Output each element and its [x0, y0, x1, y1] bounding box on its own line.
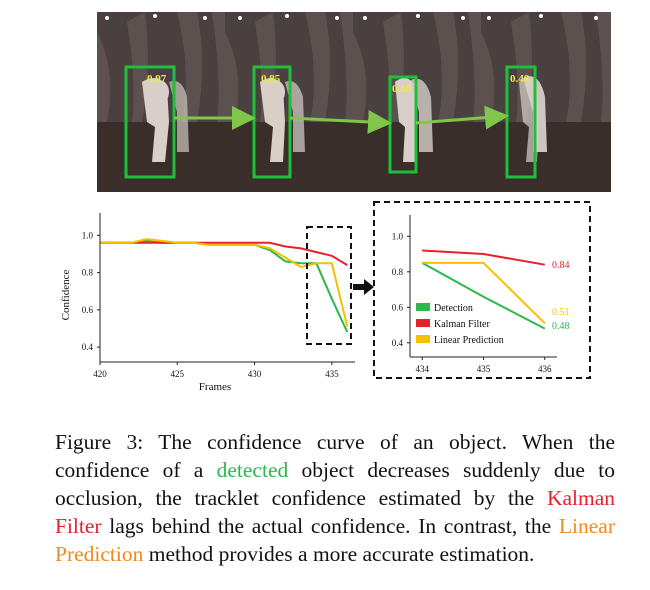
legend-label-kalman: Kalman Filter	[434, 319, 490, 330]
main-y-tick-label: 1.0	[82, 230, 94, 240]
inset-x-tick-label: 434	[416, 364, 430, 374]
caption-part-2: object decreases suddenly due to occlusi…	[55, 458, 615, 510]
end-label-linear: 0.51	[552, 307, 570, 318]
caption-part-3: lags behind the actual confidence. In co…	[101, 514, 559, 538]
frame-score-2: 0.85	[261, 73, 281, 85]
inset-y-tick-label: 0.4	[392, 338, 404, 348]
frame-score-1: 0.97	[147, 73, 167, 85]
caption-part-4: method provides a more accurate estimati…	[143, 542, 535, 566]
inset-y-tick-label: 0.8	[392, 267, 404, 277]
main-y-tick-label: 0.8	[82, 268, 94, 278]
frame-score-3: 0.68	[392, 83, 412, 95]
inset-series-kalman-filter	[422, 249, 545, 266]
main-series-detection	[100, 239, 349, 333]
video-frame-2	[225, 12, 355, 192]
track-arrow-2	[289, 109, 392, 134]
inset-border	[373, 201, 591, 379]
main-x-tick-label: 435	[325, 369, 339, 379]
caption-linear: Linear Prediction	[55, 514, 615, 566]
caption-part-1: Figure 3: The confidence curve of an obj…	[55, 430, 615, 482]
main-x-label: Frames	[199, 381, 231, 393]
main-y-label: Confidence	[60, 270, 72, 321]
inset-x-tick-label: 436	[538, 364, 552, 374]
main-series-kalman-filter	[100, 241, 348, 266]
caption-detected: detected	[216, 458, 289, 482]
legend-swatch-detection	[416, 303, 430, 311]
main-x-tick-label: 420	[93, 369, 107, 379]
end-label-kalman: 0.84	[552, 260, 570, 271]
inset-y-tick-label: 0.6	[392, 302, 404, 312]
legend-label-detection: Detection	[434, 303, 473, 314]
video-frame-3	[353, 12, 483, 192]
inset-legend: Detection Kalman Filter Linear Predictio…	[416, 303, 504, 346]
caption-kalman: Kalman Filter	[55, 486, 615, 538]
zoom-region-box	[306, 226, 352, 345]
main-x-tick-label: 425	[171, 369, 185, 379]
video-frame-4	[481, 12, 611, 192]
frame-score-4: 0.48	[510, 73, 530, 85]
track-connectors: 0.97 0.85 0.68 0.48	[147, 73, 530, 134]
figure-caption: Figure 3: The confidence curve of an obj…	[55, 428, 615, 568]
main-y-tick-label: 0.4	[82, 342, 94, 352]
detection-box-1	[124, 65, 176, 179]
track-arrow-3	[415, 105, 509, 130]
legend-label-linear: Linear Prediction	[434, 335, 504, 346]
zoom-arrow-icon	[353, 279, 374, 295]
main-y-tick-label: 0.6	[82, 305, 94, 315]
legend-swatch-kalman	[416, 319, 430, 327]
legend-swatch-linear	[416, 335, 430, 343]
video-frame-1	[97, 12, 227, 192]
inset-x-tick-label: 435	[477, 364, 491, 374]
main-confidence-chart: 420 425 430 435 0.4 0.6 0.8 1.0 Frames Confiden…	[60, 213, 355, 393]
inset-y-tick-label: 1.0	[392, 231, 404, 241]
inset-series-detection	[421, 262, 546, 330]
end-label-detection: 0.48	[552, 321, 570, 332]
inset-confidence-chart: 434 435 436 0.4 0.6 0.8 1.0 Detection Kalman F…	[373, 201, 591, 379]
inset-series-linear-prediction	[422, 261, 546, 325]
main-x-tick-label: 430	[248, 369, 262, 379]
main-series-linear-prediction	[100, 238, 349, 327]
